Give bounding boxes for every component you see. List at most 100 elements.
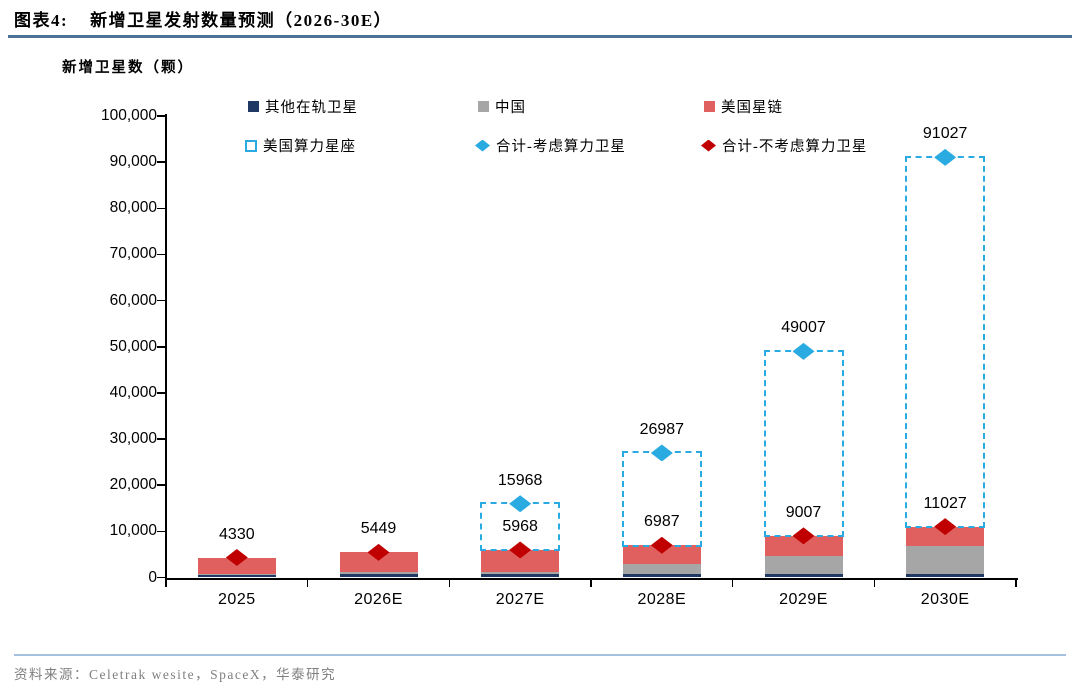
figure-number: 图表4: — [14, 11, 69, 30]
data-label: 15968 — [497, 471, 543, 489]
y-tick-label: 10,000 — [109, 522, 157, 540]
x-tick — [1015, 580, 1017, 587]
total-excl-diamond — [509, 541, 532, 559]
x-axis-label: 2025 — [218, 591, 256, 608]
total-excl-diamond — [792, 527, 815, 545]
total-excl-diamond — [650, 536, 673, 554]
bar-segment — [197, 573, 276, 578]
bar-segment — [764, 573, 843, 578]
y-tick-label: 70,000 — [109, 245, 157, 263]
y-tick — [157, 530, 165, 533]
y-tick — [157, 207, 165, 210]
x-tick — [306, 580, 309, 587]
y-tick — [157, 253, 165, 256]
dashed-range-box — [905, 155, 986, 529]
y-tick-label: 40,000 — [109, 383, 157, 401]
x-tick — [873, 580, 876, 587]
data-label: 49007 — [781, 319, 826, 337]
y-tick-label: 60,000 — [109, 291, 157, 309]
x-tick — [165, 580, 167, 587]
footer-divider — [14, 654, 1066, 656]
total-excl-diamond — [225, 549, 248, 567]
legend-item-starlink: 美国星链 — [704, 96, 783, 117]
source-note: 资料来源：Celetrak wesite，SpaceX，华泰研究 — [14, 667, 337, 682]
y-tick-label: 30,000 — [109, 430, 157, 448]
bar-segment — [764, 555, 843, 574]
legend-item-total-incl: 合计-考虑算力卫星 — [475, 135, 626, 156]
legend-item-china: 中国 — [478, 96, 526, 117]
total-incl-diamond — [934, 148, 957, 166]
bar-segment — [481, 549, 560, 572]
figure-title-text: 新增卫星发射数量预测（2026-30E） — [90, 11, 393, 30]
total-excl-diamond — [367, 543, 390, 561]
legend-item-others: 其他在轨卫星 — [248, 96, 358, 117]
data-label: 5968 — [502, 517, 538, 535]
x-axis-label: 2028E — [637, 591, 687, 608]
bar-segment — [906, 526, 985, 547]
legend-label: 中国 — [495, 100, 526, 116]
y-tick-label: 90,000 — [109, 153, 157, 171]
bar-segment — [339, 573, 418, 578]
figure-title: 图表4: 新增卫星发射数量预测（2026-30E） — [14, 6, 392, 31]
data-label: 26987 — [639, 420, 685, 438]
x-tick — [731, 580, 734, 587]
y-tick — [157, 484, 165, 486]
data-label: 11027 — [923, 494, 967, 512]
y-tick-label: 50,000 — [109, 337, 157, 355]
legend-label: 合计-考虑算力卫星 — [496, 139, 626, 155]
total-incl-diamond — [650, 444, 673, 462]
data-label: 4330 — [219, 525, 255, 543]
legend-label: 美国星链 — [721, 100, 783, 116]
x-axis-label: 2027E — [495, 591, 545, 608]
bar-segment — [906, 546, 985, 574]
dashed-range-box — [621, 451, 702, 547]
china-square-icon — [478, 101, 489, 112]
total-excl-diamond — [934, 518, 957, 536]
y-tick-label: 80,000 — [109, 199, 157, 217]
bar-segment — [622, 563, 701, 574]
y-tick-label: 100,000 — [100, 107, 157, 124]
y-tick — [157, 438, 165, 440]
y-tick — [157, 392, 165, 394]
bar-segment — [481, 573, 560, 578]
legend-item-total-excl: 合计-不考虑算力卫星 — [701, 135, 867, 156]
y-axis-line — [164, 114, 167, 580]
bar-segment — [339, 572, 418, 574]
data-label: 9007 — [785, 503, 822, 521]
x-axis-label: 2026E — [354, 591, 403, 608]
x-axis-label: 2029E — [779, 591, 828, 608]
cyan-diamond-icon — [475, 139, 490, 152]
legend-item-compute-constellation: 美国算力星座 — [245, 135, 356, 156]
bar-segment — [622, 545, 701, 564]
legend-label: 合计-不考虑算力卫星 — [722, 139, 868, 155]
x-tick — [590, 580, 592, 587]
bar-segment — [339, 552, 418, 573]
legend-label: 其他在轨卫星 — [265, 100, 358, 116]
y-tick — [157, 346, 165, 348]
y-tick-label: 0 — [148, 568, 157, 586]
data-label: 91027 — [922, 125, 968, 143]
y-tick-label: 20,000 — [109, 476, 157, 494]
data-label: 5449 — [360, 520, 397, 538]
y-tick — [157, 299, 165, 302]
x-tick — [448, 580, 451, 587]
bar-segment — [622, 573, 701, 578]
data-label: 6987 — [644, 513, 680, 531]
y-tick — [157, 161, 165, 163]
total-incl-diamond — [509, 495, 532, 513]
red-diamond-icon — [701, 139, 716, 152]
legend-label: 美国算力星座 — [263, 139, 356, 155]
dashed-square-icon — [245, 139, 257, 152]
y-tick — [157, 115, 165, 117]
y-tick — [157, 576, 165, 579]
title-divider — [8, 35, 1072, 38]
starlink-square-icon — [704, 101, 715, 112]
others-square-icon — [248, 101, 259, 112]
bar-segment — [906, 573, 985, 578]
bar-segment — [764, 535, 843, 556]
total-incl-diamond — [792, 342, 815, 360]
y-axis-unit-label: 新增卫星数（颗） — [62, 60, 194, 76]
x-axis-line — [164, 577, 1018, 580]
